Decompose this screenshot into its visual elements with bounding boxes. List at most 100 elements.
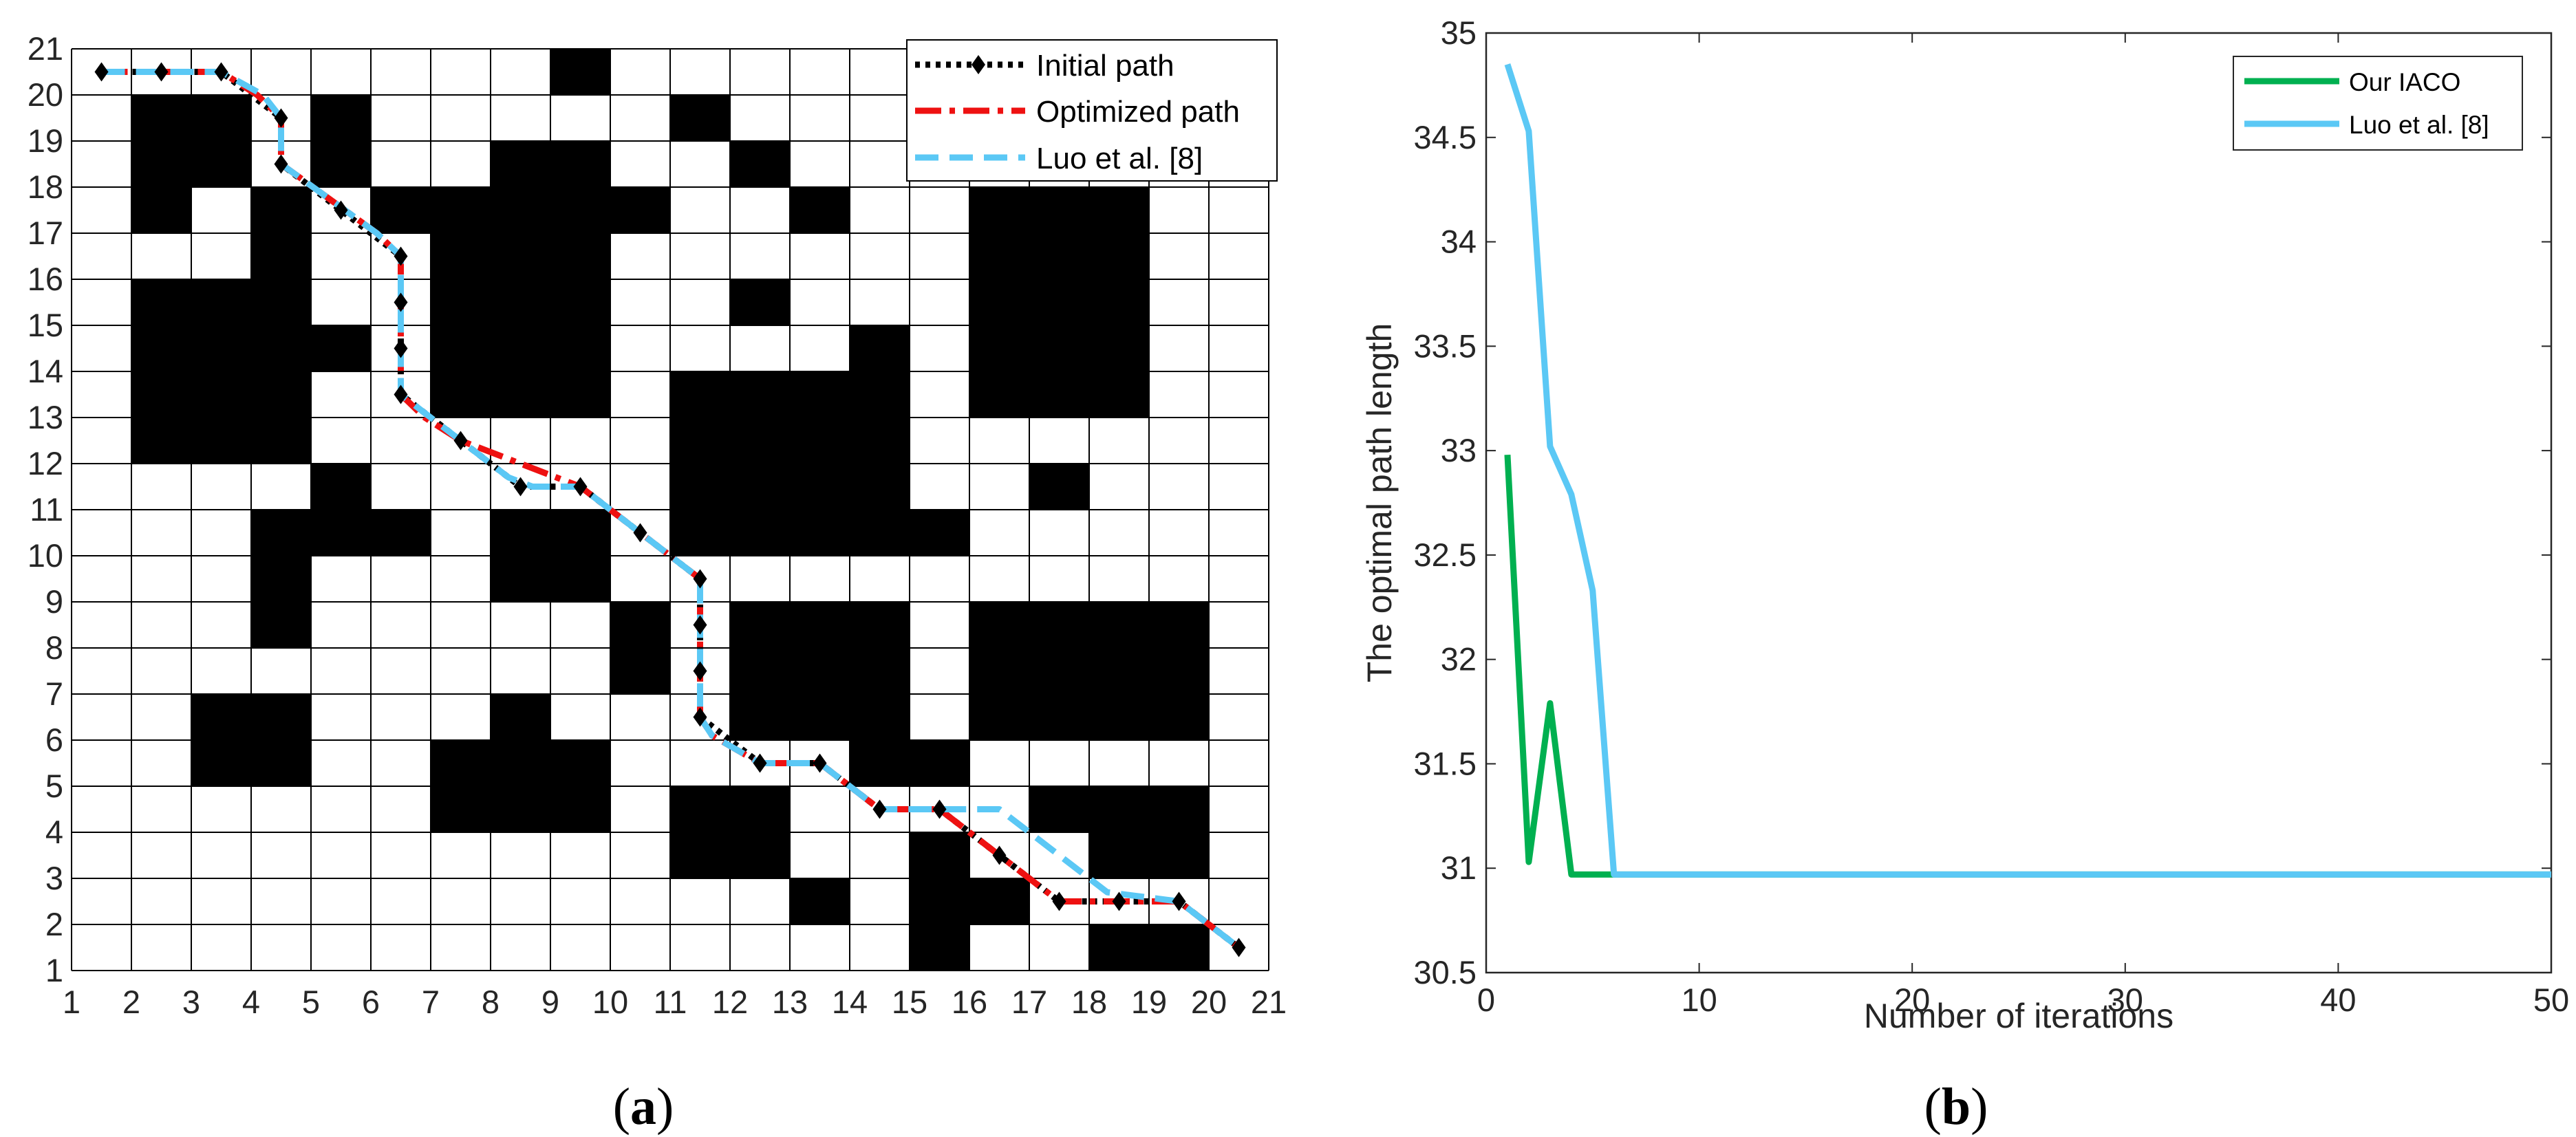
y-tick-label-b: 35 [1441, 14, 1477, 51]
caption-a-letter: a [630, 1078, 656, 1136]
obstacle-cell [491, 279, 550, 325]
obstacle-cell [1029, 602, 1089, 648]
y-tick-label: 11 [30, 491, 63, 528]
obstacle-cell [730, 648, 790, 694]
obstacle-cell [251, 556, 311, 602]
obstacle-cell [730, 464, 790, 510]
obstacle-cell [1089, 325, 1149, 371]
panel-b-line-chart: 0 10 20 30 40 50 30.5 31 31.5 32 32.5 33 33.5 34 34.5… [1360, 14, 2569, 1035]
obstacle-cell [311, 510, 371, 556]
y-tick-label-b: 34 [1441, 224, 1477, 260]
obstacle-cell [550, 325, 610, 371]
y-tick-label: 17 [28, 215, 63, 251]
obstacle-cell [1089, 832, 1149, 878]
obstacle-cell [1029, 187, 1089, 233]
obstacle-cell [191, 740, 251, 786]
obstacle-cell [969, 233, 1029, 279]
x-tick-label: 14 [832, 984, 868, 1020]
y-axis-title: The optimal path length [1360, 323, 1399, 683]
obstacle-cell [131, 187, 191, 233]
obstacle-cell [251, 602, 311, 648]
x-tick-label: 2 [122, 984, 140, 1020]
obstacle-cell [491, 371, 550, 418]
obstacle-cell [969, 325, 1029, 371]
y-tick-label: 8 [45, 629, 63, 666]
obstacle-cell [850, 464, 910, 510]
path-point-diamond [214, 62, 228, 82]
obstacle-cell [1089, 924, 1149, 971]
x-tick-label: 1 [63, 984, 80, 1020]
y-tick-label-b: 32 [1441, 641, 1477, 678]
path-point-diamond [1232, 938, 1246, 957]
obstacle-cell [1149, 924, 1209, 971]
caption-a: (a) [613, 1078, 674, 1136]
obstacle-cell [550, 141, 610, 187]
obstacle-cell [550, 279, 610, 325]
series-line-luo-et-al-8 [1504, 63, 2551, 878]
legend-label-luo-b: Luo et al. [8] [2349, 111, 2489, 139]
path-point-diamond [394, 246, 408, 266]
obstacle-cell [850, 694, 910, 740]
obstacle-cell [969, 648, 1029, 694]
y-tick-label: 19 [28, 122, 63, 159]
obstacle-cell [1089, 371, 1149, 418]
path-point-diamond [932, 799, 947, 819]
obstacle-cell [251, 279, 311, 325]
obstacle-cell [550, 740, 610, 786]
obstacle-cell [431, 325, 491, 371]
x-tick-label-b: 40 [2320, 982, 2356, 1018]
obstacle-cell [790, 371, 850, 418]
path-point-diamond [94, 62, 109, 82]
obstacle-cell [550, 233, 610, 279]
obstacle-cell [670, 95, 730, 141]
obstacle-cell [969, 371, 1029, 418]
obstacle-cell [191, 141, 251, 187]
obstacle-cell [550, 786, 610, 832]
path-point-diamond [274, 154, 288, 174]
obstacle-cell [491, 141, 550, 187]
obstacle-cell [131, 325, 191, 371]
obstacle-cell [431, 279, 491, 325]
path-point-diamond [813, 753, 827, 773]
obstacle-cell [491, 694, 550, 740]
obstacle-cell [311, 141, 371, 187]
obstacle-cell [790, 510, 850, 556]
obstacle-cell [251, 694, 311, 740]
y-tick-label: 20 [28, 76, 63, 113]
caption-b-letter: b [1942, 1078, 1971, 1136]
obstacle-cell [311, 325, 371, 371]
obstacle-cell [610, 602, 670, 648]
path-point-diamond [513, 477, 528, 497]
y-tick-label-b: 31 [1441, 849, 1477, 886]
obstacle-cell [910, 924, 969, 971]
obstacle-cell [790, 187, 850, 233]
obstacle-cell [1149, 602, 1209, 648]
obstacle-cell [491, 187, 550, 233]
obstacle-cell [670, 786, 730, 832]
path-point-diamond [992, 845, 1007, 865]
tick-marks-b [1485, 32, 2552, 973]
obstacle-cells [131, 49, 1209, 971]
obstacle-cell [311, 464, 371, 510]
obstacle-cell [491, 510, 550, 556]
obstacle-cell [491, 786, 550, 832]
x-tick-label: 4 [242, 984, 260, 1020]
path-point-diamond [394, 292, 408, 312]
obstacle-cell [1149, 694, 1209, 740]
obstacle-cell [491, 325, 550, 371]
path-point-diamond [1172, 891, 1186, 911]
obstacle-cell [850, 325, 910, 371]
obstacle-cell [730, 418, 790, 464]
path-markers [94, 62, 1246, 957]
obstacle-cell [191, 325, 251, 371]
x-tick-label: 13 [772, 984, 808, 1020]
obstacle-cell [191, 694, 251, 740]
obstacle-cell [790, 648, 850, 694]
obstacle-cell [1089, 694, 1149, 740]
y-tick-label: 16 [28, 261, 63, 297]
obstacle-cell [850, 510, 910, 556]
obstacle-cell [969, 694, 1029, 740]
obstacle-cell [670, 464, 730, 510]
